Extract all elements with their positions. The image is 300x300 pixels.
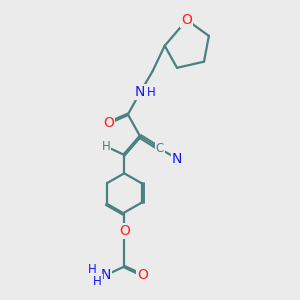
Text: H: H: [101, 140, 110, 153]
Text: H: H: [88, 262, 97, 275]
Text: N: N: [100, 268, 111, 282]
Text: O: O: [182, 13, 192, 27]
Text: H: H: [93, 275, 102, 288]
Text: C: C: [156, 142, 164, 155]
Text: O: O: [119, 224, 130, 238]
Text: H: H: [147, 86, 156, 99]
Text: O: O: [137, 268, 148, 282]
Text: O: O: [103, 116, 114, 130]
Text: N: N: [172, 152, 182, 166]
Text: N: N: [135, 85, 146, 99]
